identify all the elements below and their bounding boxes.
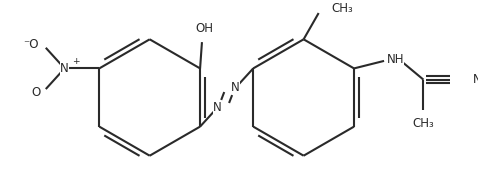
Text: N: N: [231, 81, 240, 94]
Text: ⁻O: ⁻O: [23, 38, 38, 51]
Text: N: N: [473, 73, 478, 86]
Text: O: O: [32, 86, 41, 99]
Text: CH₃: CH₃: [413, 117, 435, 130]
Text: NH: NH: [387, 52, 404, 66]
Text: CH₃: CH₃: [332, 2, 354, 15]
Text: N: N: [60, 62, 69, 75]
Text: OH: OH: [196, 22, 214, 35]
Text: +: +: [72, 57, 79, 66]
Text: N: N: [213, 101, 222, 114]
